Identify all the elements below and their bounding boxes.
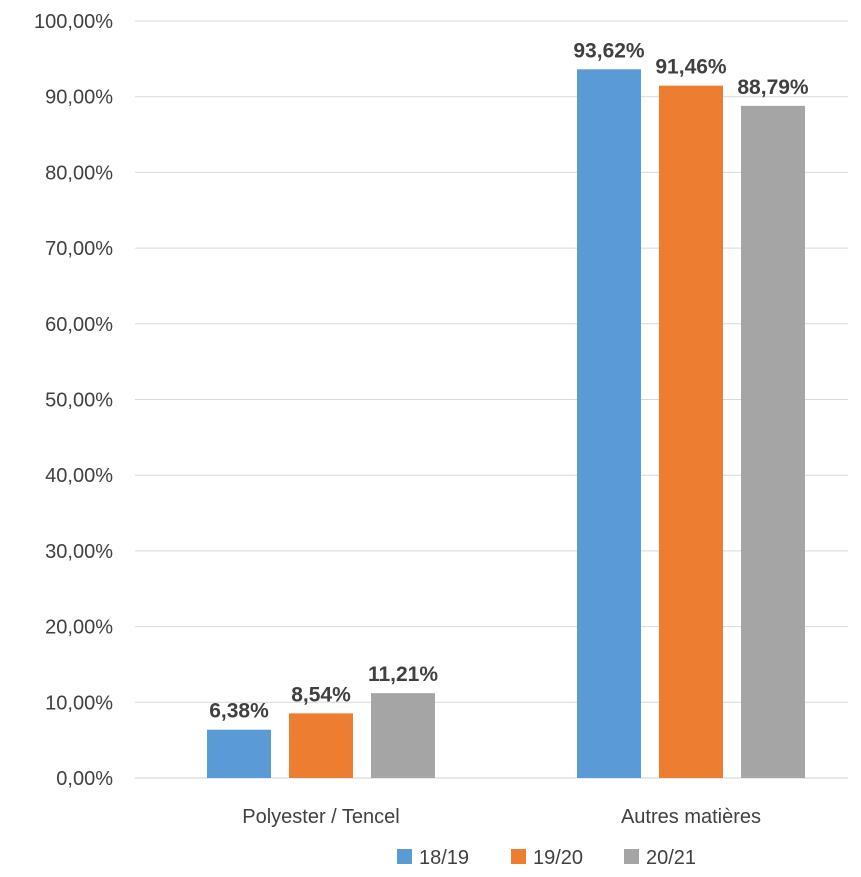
legend: 18/19 19/20 20/21 [397, 847, 696, 869]
bar-20-21-polyester-tencel [371, 693, 435, 778]
y-tick-label: 100,00% [34, 11, 113, 33]
y-tick-label: 80,00% [45, 162, 113, 184]
legend-label: 18/19 [419, 847, 469, 869]
x-axis-category-labels: Polyester / Tencel Autres matières [242, 806, 761, 828]
y-tick-label: 60,00% [45, 314, 113, 336]
data-label: 8,54% [291, 683, 351, 706]
legend-label: 19/20 [533, 847, 583, 869]
y-tick-label: 30,00% [45, 541, 113, 563]
data-labels: 6,38% 93,62% 8,54% 91,46% 11,21% 88,79% [209, 39, 809, 722]
legend-swatch [397, 849, 412, 864]
y-tick-label: 50,00% [45, 390, 113, 412]
category-label: Polyester / Tencel [242, 806, 400, 828]
bar-18-19-autres-matieres [577, 69, 641, 778]
bar-20-21-autres-matieres [741, 105, 805, 779]
y-tick-label: 10,00% [45, 692, 113, 714]
legend-swatch [624, 849, 639, 864]
legend-swatch [511, 849, 526, 864]
bar-19-20-polyester-tencel [289, 713, 353, 778]
bar-19-20-autres-matieres [659, 85, 723, 778]
y-tick-label: 70,00% [45, 238, 113, 260]
bar-18-19-polyester-tencel [207, 729, 271, 778]
data-label: 91,46% [655, 56, 727, 79]
y-tick-label: 40,00% [45, 465, 113, 487]
y-tick-label: 90,00% [45, 87, 113, 109]
bars [207, 69, 805, 779]
y-tick-label: 0,00% [56, 768, 113, 790]
gridlines [135, 20, 848, 779]
category-label: Autres matières [621, 806, 761, 828]
data-label: 88,79% [737, 76, 809, 99]
legend-label: 20/21 [646, 847, 696, 869]
data-label: 6,38% [209, 700, 269, 723]
y-tick-label: 20,00% [45, 617, 113, 639]
y-axis-tick-labels: 0,00% 10,00% 20,00% 30,00% 40,00% 50,00% 60,00… [34, 11, 113, 790]
data-label: 11,21% [368, 663, 438, 686]
data-label: 93,62% [573, 39, 645, 62]
